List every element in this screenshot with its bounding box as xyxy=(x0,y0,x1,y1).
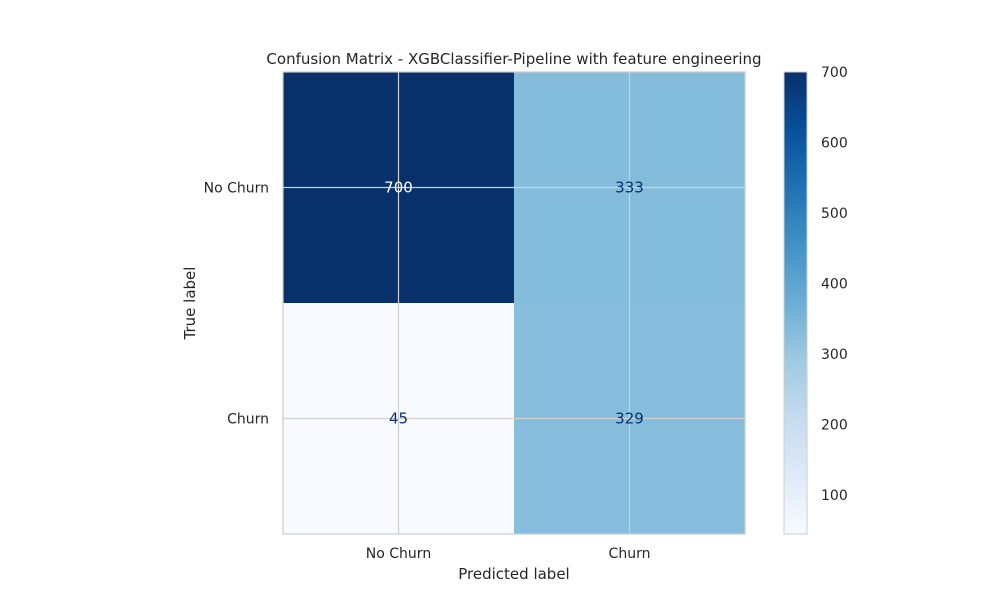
colorbar-tick-label: 700 xyxy=(821,65,848,81)
x-tick-label: Churn xyxy=(609,546,651,562)
heatmap-cells xyxy=(283,72,746,535)
colorbar-tick-label: 400 xyxy=(821,277,848,293)
x-axis-label: Predicted label xyxy=(458,565,569,583)
colorbar xyxy=(783,71,808,535)
y-tick-label: Churn xyxy=(227,412,269,428)
y-tick-labels: No Churn Churn xyxy=(204,181,269,428)
gridlines xyxy=(283,72,745,534)
cell-annotations: 700 333 45 329 xyxy=(384,179,644,428)
colorbar-ticks: 100 200 300 400 500 600 700 xyxy=(821,65,848,504)
cell-value-label: 329 xyxy=(615,410,644,428)
colorbar-tick-label: 500 xyxy=(821,206,848,222)
x-tick-label: No Churn xyxy=(366,546,431,562)
cell-value-label: 333 xyxy=(615,179,644,197)
x-tick-labels: No Churn Churn xyxy=(366,546,651,562)
colorbar-tick-label: 300 xyxy=(821,347,848,363)
y-axis-label: True label xyxy=(181,267,199,341)
colorbar-tick-label: 200 xyxy=(821,418,848,434)
plot-frame xyxy=(282,71,746,535)
cell-value-label: 700 xyxy=(384,179,413,197)
colorbar-tick-label: 600 xyxy=(821,136,848,152)
colorbar-tick-label: 100 xyxy=(821,488,848,504)
cell-value-label: 45 xyxy=(389,410,408,428)
y-tick-label: No Churn xyxy=(204,181,269,197)
chart-title: Confusion Matrix - XGBClassifier-Pipelin… xyxy=(266,50,761,68)
